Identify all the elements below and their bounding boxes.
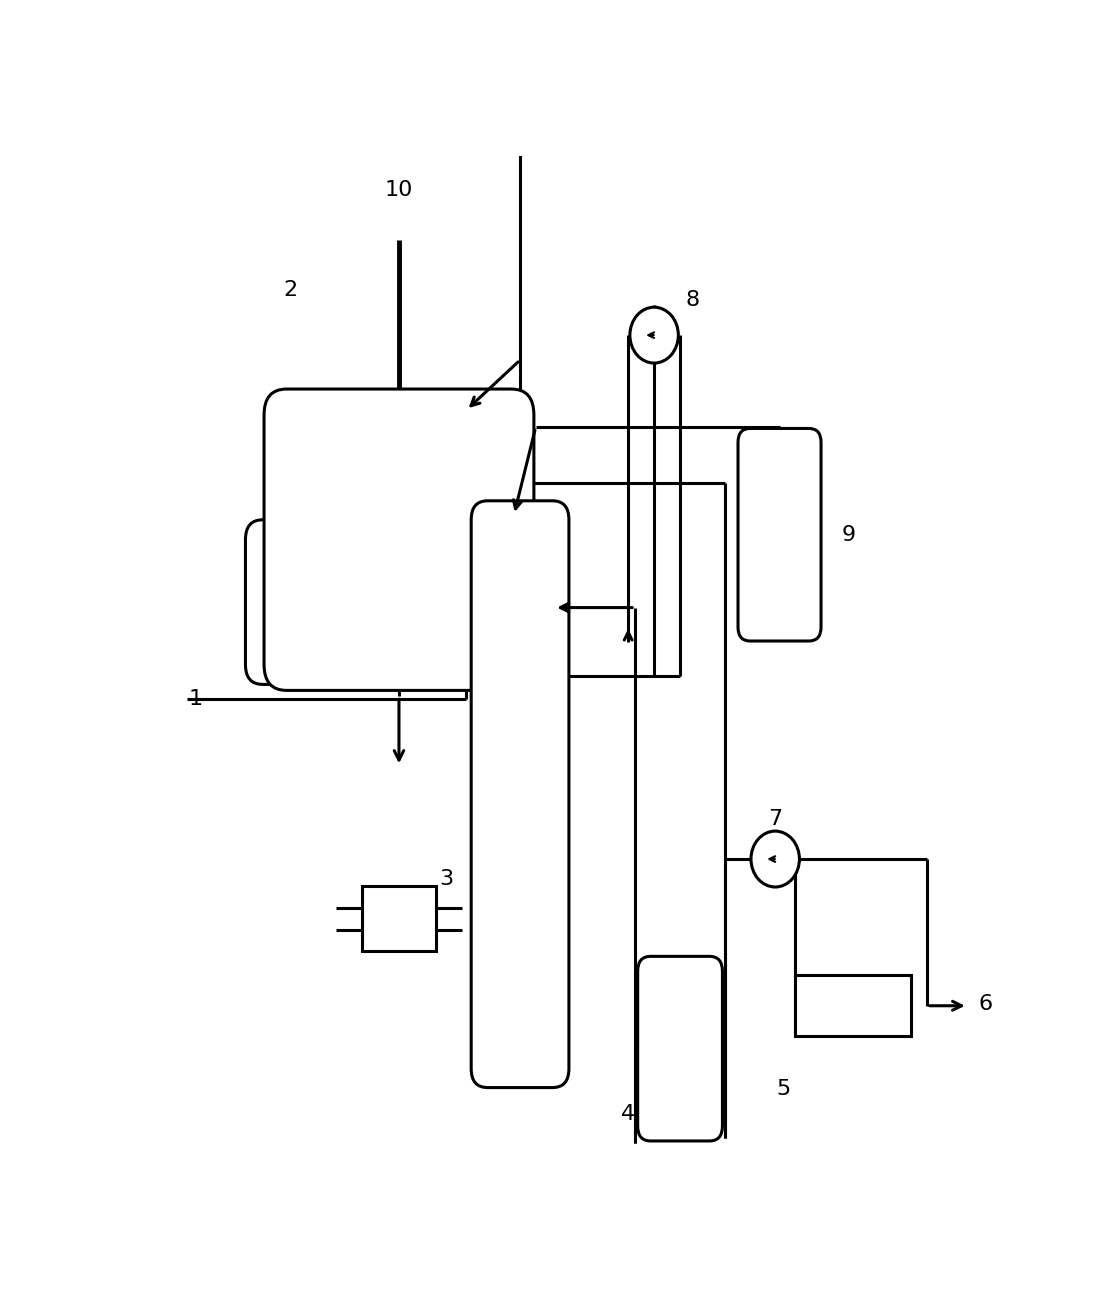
Text: 3: 3 xyxy=(440,870,453,889)
Bar xyxy=(795,975,912,1037)
Text: 7: 7 xyxy=(768,809,782,829)
FancyBboxPatch shape xyxy=(246,520,552,684)
FancyBboxPatch shape xyxy=(637,956,722,1140)
Text: 5: 5 xyxy=(777,1078,791,1099)
Bar xyxy=(363,886,435,951)
Text: 10: 10 xyxy=(385,180,413,201)
Circle shape xyxy=(751,831,799,886)
FancyBboxPatch shape xyxy=(471,500,569,1087)
Circle shape xyxy=(629,307,679,363)
Text: 4: 4 xyxy=(622,1103,635,1124)
Text: 8: 8 xyxy=(686,290,700,310)
Text: 1: 1 xyxy=(189,689,203,709)
Text: 2: 2 xyxy=(283,280,298,301)
Text: 6: 6 xyxy=(979,994,992,1013)
FancyBboxPatch shape xyxy=(738,429,821,642)
FancyBboxPatch shape xyxy=(264,389,533,691)
Text: 9: 9 xyxy=(841,525,856,544)
Bar xyxy=(754,487,805,583)
